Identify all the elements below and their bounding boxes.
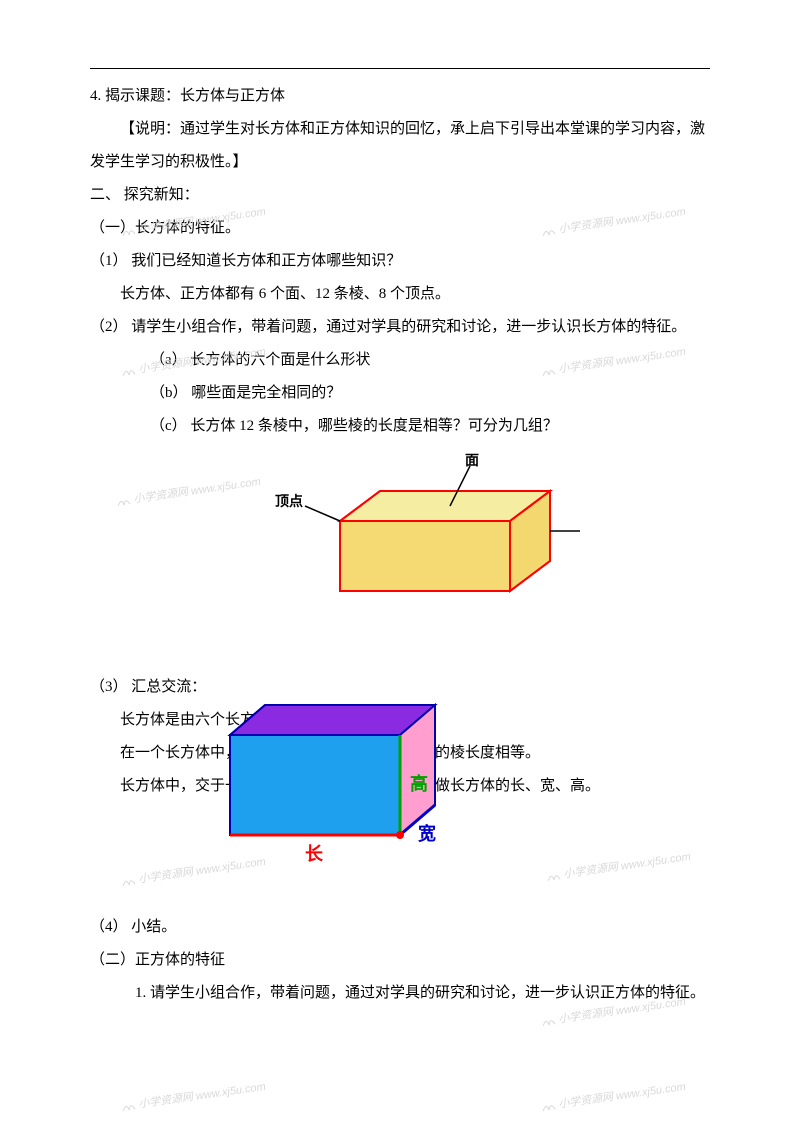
question-2c: （c） 长方体 12 条棱中，哪些棱的长度是相等？可分为几组？ xyxy=(90,410,710,443)
question-1-answer: 长方体、正方体都有 6 个面、12 条棱、8 个顶点。 xyxy=(90,278,710,311)
label-vertex: 顶点 xyxy=(275,493,303,510)
section-2-1-heading: （一）长方体的特征。 xyxy=(90,212,710,245)
page-top-rule xyxy=(90,68,710,69)
section-2-heading: 二、 探究新知： xyxy=(90,179,710,212)
question-2b: （b） 哪些面是完全相同的？ xyxy=(90,377,710,410)
watermark: 小学资源网 www.xj5u.com xyxy=(539,1075,687,1119)
figure-1-cuboid-labeled: 顶点 面 棱 xyxy=(90,451,710,651)
label-height: 高 xyxy=(410,773,428,794)
sec2-2-item1: 1. 请学生小组合作，带着问题，通过对学具的研究和讨论，进一步认识正方体的特征。 xyxy=(120,977,710,1010)
question-1: （1） 我们已经知道长方体和正方体哪些知识？ xyxy=(90,245,710,278)
cuboid-diagram-1: 顶点 面 棱 xyxy=(220,451,580,651)
label-width: 宽 xyxy=(418,823,436,844)
section-2-2-heading: （二）正方体的特征 xyxy=(90,944,710,977)
cuboid-diagram-2: 长 宽 高 xyxy=(200,695,480,870)
item-4-title: 4. 揭示课题：长方体与正方体 xyxy=(90,80,710,113)
label-face: 面 xyxy=(465,453,479,469)
item-4-note: 【说明：通过学生对长方体和正方体知识的回忆，承上启下引导出本堂课的学习内容，激发… xyxy=(90,113,710,179)
question-2: （2） 请学生小组合作，带着问题，通过对学具的研究和讨论，进一步认识长方体的特征… xyxy=(90,311,710,344)
label-length: 长 xyxy=(305,844,324,864)
question-2a: （a） 长方体的六个面是什么形状 xyxy=(90,344,710,377)
watermark: 小学资源网 www.xj5u.com xyxy=(119,1075,267,1119)
